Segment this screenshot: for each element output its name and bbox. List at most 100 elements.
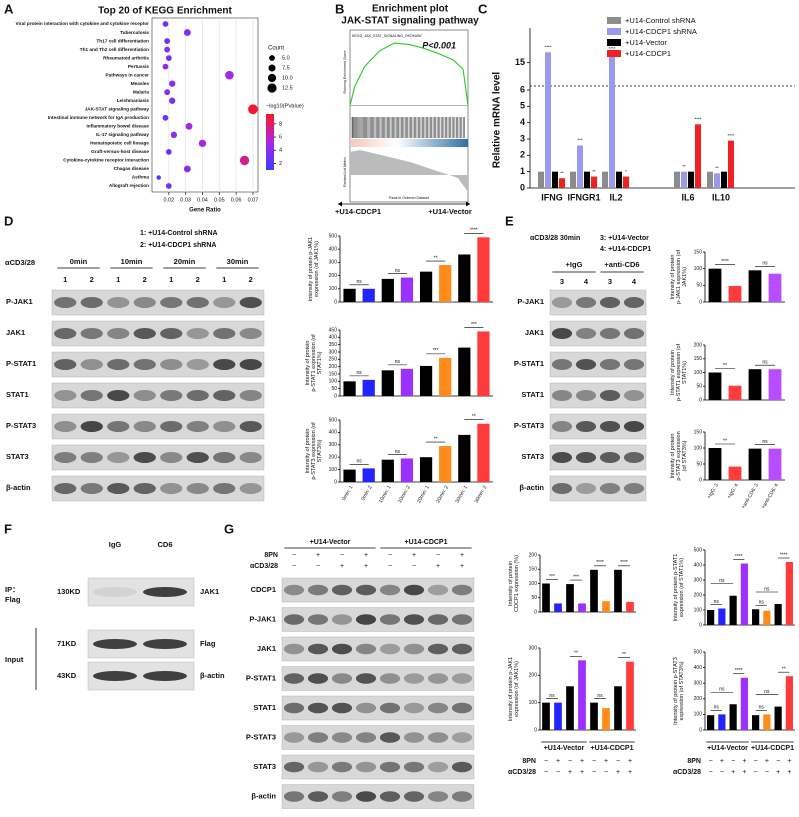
x-tick-label: 10min: 1 [378, 484, 393, 504]
protein-label: JAK1 [6, 328, 25, 337]
blot-band [239, 328, 262, 339]
bar [626, 661, 634, 730]
panel-label: F [4, 521, 12, 536]
y-tick-label: 200 [694, 342, 703, 348]
x-tick-label: IL10 [712, 192, 730, 202]
bar [343, 288, 356, 302]
bar [768, 273, 782, 302]
blot-band [307, 732, 329, 743]
bar [714, 173, 720, 188]
blot-band [186, 297, 209, 308]
blot-band [551, 421, 573, 432]
bar [695, 124, 701, 188]
sign-label: − [604, 769, 608, 776]
significance-label: **** [694, 116, 701, 121]
significance-label: ns [719, 687, 725, 693]
blot-band [186, 452, 209, 463]
bar [381, 459, 394, 482]
bar [708, 372, 722, 400]
lane-label: 4 [584, 277, 589, 286]
y-axis-label: Running Enrichment Score [343, 51, 347, 94]
legend-label: 2 [279, 161, 282, 167]
bar [748, 369, 762, 400]
size-label: 130KD [57, 587, 81, 596]
bar [674, 171, 680, 188]
ip-label: IP： [5, 585, 20, 594]
y-axis-label: Intensity of proteinp-JAK1 expression (o… [670, 249, 688, 304]
bar [554, 702, 562, 730]
x-axis-label: Gene Ratio [189, 208, 221, 214]
ip-label: Flag [5, 595, 21, 604]
blot-band [403, 584, 425, 596]
legend-label: 4 [279, 148, 282, 154]
bar [477, 423, 490, 482]
protein-label: P-JAK1 [6, 297, 33, 306]
blot-band [93, 587, 137, 597]
significance-label: ** [472, 414, 476, 420]
blot-band [331, 761, 353, 773]
sign-label: + [412, 552, 416, 559]
significance-label: ns [762, 261, 768, 267]
blot-band [143, 587, 187, 597]
y-tick-label: 100 [529, 581, 538, 587]
y-tick-label: Graft-versus-host disease [91, 149, 149, 154]
plot-frame [349, 29, 469, 203]
sign-label: + [628, 769, 632, 776]
bar [439, 446, 452, 482]
bar [707, 171, 713, 188]
bar [729, 595, 737, 625]
blot-band [307, 643, 329, 655]
bar [400, 277, 414, 302]
y-tick-label: 1 [520, 166, 525, 176]
x-tick-label: +IgG: 3 [706, 482, 720, 500]
blot-band [160, 297, 183, 308]
size-label: 43KD [57, 671, 77, 680]
sign-label: − [388, 563, 392, 570]
bar [785, 562, 793, 625]
legend-dot [267, 83, 277, 93]
sign-label: − [731, 758, 735, 765]
blot-band [427, 584, 449, 596]
x-tick-label: 0.02 [163, 197, 174, 203]
y-tick-label: 100 [694, 712, 703, 718]
x-tick-label: +IgG: 4 [726, 482, 740, 500]
significance-label: ns [395, 268, 401, 274]
blot-band [239, 359, 262, 370]
significance-label: ns [549, 693, 555, 699]
y-axis-label: Intensity of protein p-JAK1expression (o… [508, 657, 520, 722]
protein-label: JAK1 [257, 644, 276, 653]
group-label: +U14-Vector [707, 745, 748, 752]
panel-label: B [335, 1, 344, 16]
lane-label: 4 [632, 277, 637, 286]
y-tick-label: 0 [534, 609, 537, 615]
significance-label: ns [356, 459, 362, 465]
sign-label: + [316, 552, 320, 559]
blot-band [239, 452, 262, 463]
blot-band [551, 297, 573, 308]
protein-label: STAT1 [6, 390, 29, 399]
protein-label: P-STAT1 [514, 359, 544, 368]
protein-label: P-STAT3 [246, 732, 276, 741]
blot-band [379, 614, 401, 625]
bar [763, 714, 771, 730]
blot-band [331, 673, 353, 684]
y-axis-label: Intensity of proteinp-STAT1 expression (… [670, 343, 688, 401]
blot-band [307, 761, 329, 773]
blot-band [403, 643, 425, 655]
bar [552, 171, 558, 188]
blot-band [379, 702, 401, 714]
y-tick-label: Pathways in cancer [105, 72, 149, 77]
blot-band [283, 702, 305, 714]
bar [343, 469, 356, 482]
blot-band [331, 791, 353, 802]
blot-band [427, 791, 449, 802]
blot-band [133, 390, 156, 401]
y-tick-label: 0 [699, 727, 702, 733]
y-tick-label: Chagas disease [114, 166, 150, 171]
bar [707, 610, 715, 625]
blot-band [283, 673, 305, 684]
y-tick-label: 300 [329, 349, 338, 355]
sign-label: − [388, 552, 392, 559]
blot-band [307, 584, 329, 596]
